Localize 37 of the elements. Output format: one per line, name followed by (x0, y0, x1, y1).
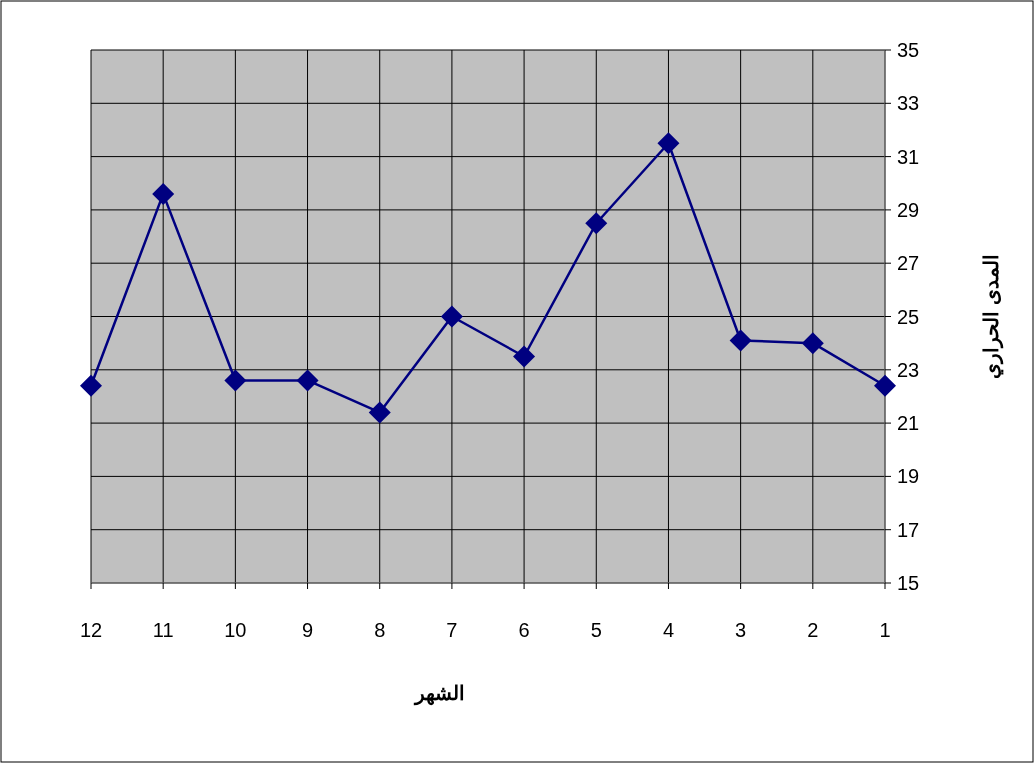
y-tick-label: 23 (897, 358, 920, 381)
point (80, 374, 102, 397)
point (224, 369, 247, 392)
x-tick-label: 4 (662, 619, 675, 641)
x-tick-label: 12 (79, 619, 103, 641)
y-tick-label: 21 (897, 412, 920, 435)
x-tick-label: 5 (590, 619, 602, 641)
x-tick-label: 7 (446, 619, 458, 641)
x-tick-label: 3 (735, 619, 747, 641)
point (296, 369, 319, 392)
point (874, 374, 896, 397)
x-tick-label: 9 (301, 619, 314, 641)
x-tick-label: 1 (879, 619, 891, 641)
x-tick-label: 10 (224, 619, 247, 641)
point (513, 345, 536, 368)
point (801, 332, 824, 355)
x-tick-label: 11 (152, 619, 174, 641)
point (440, 305, 463, 328)
y-tick-label: 33 (897, 92, 920, 115)
point (152, 182, 175, 205)
point (585, 212, 608, 235)
y-tick-label: 15 (897, 572, 920, 594)
y-tick-label: 29 (897, 198, 920, 221)
x-tick-label: 2 (807, 619, 819, 641)
y-tick-label: 17 (897, 518, 920, 541)
y-tick-label: 31 (897, 145, 920, 168)
y-axis-title: المدى الحراري (980, 254, 1004, 379)
y-tick-label: 35 (897, 39, 920, 61)
x-tick-label: 8 (374, 619, 386, 641)
y-tick-label: 25 (897, 305, 920, 328)
point (729, 329, 752, 352)
y-tick-label: 27 (897, 252, 920, 275)
x-tick-label: 6 (518, 619, 530, 641)
point (657, 132, 680, 155)
y-tick-label: 19 (897, 465, 920, 488)
x-axis-title: الشهر (413, 682, 465, 706)
point (368, 401, 391, 424)
